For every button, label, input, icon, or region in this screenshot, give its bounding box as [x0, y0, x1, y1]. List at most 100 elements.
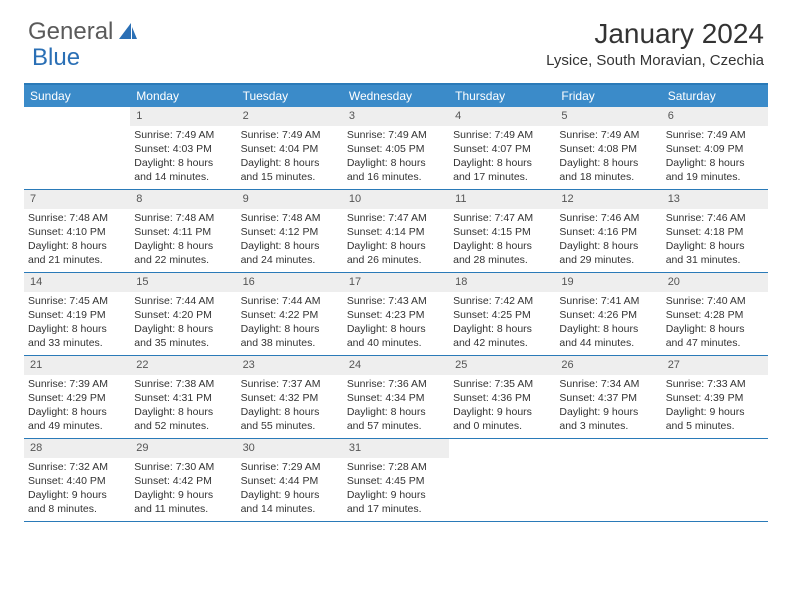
day-number: 11: [449, 190, 555, 209]
day-info-line: Daylight: 8 hours: [559, 322, 657, 336]
logo-sail-icon: [117, 21, 139, 43]
day-body: Sunrise: 7:48 AMSunset: 4:11 PMDaylight:…: [130, 209, 236, 272]
day-cell: 1Sunrise: 7:49 AMSunset: 4:03 PMDaylight…: [130, 107, 236, 189]
day-info-line: Sunset: 4:29 PM: [28, 391, 126, 405]
weekday-header: Friday: [555, 85, 661, 107]
day-cell: 8Sunrise: 7:48 AMSunset: 4:11 PMDaylight…: [130, 190, 236, 272]
day-info-line: and 17 minutes.: [453, 170, 551, 184]
day-info-line: Sunrise: 7:39 AM: [28, 377, 126, 391]
day-info-line: Sunset: 4:36 PM: [453, 391, 551, 405]
day-cell: [449, 439, 555, 521]
day-info-line: and 19 minutes.: [666, 170, 764, 184]
day-info-line: and 3 minutes.: [559, 419, 657, 433]
day-info-line: and 28 minutes.: [453, 253, 551, 267]
day-number: 6: [662, 107, 768, 126]
day-cell: 31Sunrise: 7:28 AMSunset: 4:45 PMDayligh…: [343, 439, 449, 521]
day-info-line: Sunrise: 7:34 AM: [559, 377, 657, 391]
day-info-line: Daylight: 8 hours: [347, 156, 445, 170]
day-info-line: and 17 minutes.: [347, 502, 445, 516]
day-info-line: Sunset: 4:12 PM: [241, 225, 339, 239]
day-body: Sunrise: 7:40 AMSunset: 4:28 PMDaylight:…: [662, 292, 768, 355]
day-info-line: Daylight: 8 hours: [241, 239, 339, 253]
day-info-line: Sunset: 4:39 PM: [666, 391, 764, 405]
day-body: Sunrise: 7:28 AMSunset: 4:45 PMDaylight:…: [343, 458, 449, 521]
day-body: Sunrise: 7:48 AMSunset: 4:10 PMDaylight:…: [24, 209, 130, 272]
week-row: 1Sunrise: 7:49 AMSunset: 4:03 PMDaylight…: [24, 107, 768, 190]
day-info-line: Sunset: 4:23 PM: [347, 308, 445, 322]
week-row: 21 Sunrise: 7:39 AMSunset: 4:29 PM Dayligh…: [24, 356, 768, 439]
day-number: 12: [555, 190, 661, 209]
day-cell: [24, 107, 130, 189]
calendar: SundayMondayTuesdayWednesdayThursdayFrid…: [24, 83, 768, 522]
day-body: [24, 126, 130, 132]
day-info-line: and 14 minutes.: [134, 170, 232, 184]
day-info-line: Sunrise: 7:48 AM: [28, 211, 126, 225]
day-info-line: Daylight: 8 hours: [453, 156, 551, 170]
day-body: Sunrise: 7:49 AMSunset: 4:03 PMDaylight:…: [130, 126, 236, 189]
day-number: 25: [449, 356, 555, 375]
day-info-line: Sunrise: 7:49 AM: [559, 128, 657, 142]
day-number: 18: [449, 273, 555, 292]
logo-text-general: General: [28, 18, 113, 46]
day-info-line: Sunset: 4:34 PM: [347, 391, 445, 405]
day-cell: 10Sunrise: 7:47 AMSunset: 4:14 PMDayligh…: [343, 190, 449, 272]
day-info-line: Sunrise: 7:46 AM: [559, 211, 657, 225]
day-body: Sunrise: 7:49 AMSunset: 4:08 PMDaylight:…: [555, 126, 661, 189]
day-info-line: Sunset: 4:09 PM: [666, 142, 764, 156]
day-body: Sunrise: 7:49 AMSunset: 4:07 PMDaylight:…: [449, 126, 555, 189]
weeks-container: 1Sunrise: 7:49 AMSunset: 4:03 PMDaylight…: [24, 107, 768, 522]
day-cell: 7Sunrise: 7:48 AMSunset: 4:10 PMDaylight…: [24, 190, 130, 272]
day-info-line: Daylight: 8 hours: [241, 156, 339, 170]
day-number: 4: [449, 107, 555, 126]
day-body: Sunrise: 7:47 AMSunset: 4:14 PMDaylight:…: [343, 209, 449, 272]
day-cell: 9Sunrise: 7:48 AMSunset: 4:12 PMDaylight…: [237, 190, 343, 272]
day-number: 15: [130, 273, 236, 292]
day-info-line: Sunrise: 7:28 AM: [347, 460, 445, 474]
day-number: 23: [237, 356, 343, 375]
day-info-line: and 21 minutes.: [28, 253, 126, 267]
day-info-line: Sunset: 4:10 PM: [28, 225, 126, 239]
day-cell: 19Sunrise: 7:41 AMSunset: 4:26 PMDayligh…: [555, 273, 661, 355]
day-info-line: and 0 minutes.: [453, 419, 551, 433]
day-info-line: Daylight: 8 hours: [347, 322, 445, 336]
day-info-line: Sunrise: 7:48 AM: [241, 211, 339, 225]
day-body: Sunrise: 7:38 AMSunset: 4:31 PMDaylight:…: [130, 375, 236, 438]
day-number: 5: [555, 107, 661, 126]
day-info-line: Daylight: 8 hours: [453, 239, 551, 253]
day-body: Sunrise: 7:37 AMSunset: 4:32 PMDaylight:…: [237, 375, 343, 438]
week-row: 14Sunrise: 7:45 AMSunset: 4:19 PMDayligh…: [24, 273, 768, 356]
day-info-line: and 22 minutes.: [134, 253, 232, 267]
day-body: Sunrise: 7:34 AMSunset: 4:37 PMDaylight:…: [555, 375, 661, 438]
day-body: Sunrise: 7:49 AMSunset: 4:04 PMDaylight:…: [237, 126, 343, 189]
day-cell: 13Sunrise: 7:46 AMSunset: 4:18 PMDayligh…: [662, 190, 768, 272]
day-info-line: Daylight: 8 hours: [134, 405, 232, 419]
day-info-line: Daylight: 8 hours: [241, 405, 339, 419]
weekday-header: Thursday: [449, 85, 555, 107]
day-info-line: Daylight: 9 hours: [347, 488, 445, 502]
day-body: Sunrise: 7:44 AMSunset: 4:20 PMDaylight:…: [130, 292, 236, 355]
day-number: 19: [555, 273, 661, 292]
day-cell: [662, 439, 768, 521]
day-number: 29: [130, 439, 236, 458]
day-cell: 11Sunrise: 7:47 AMSunset: 4:15 PMDayligh…: [449, 190, 555, 272]
day-number: 21: [24, 356, 130, 375]
day-info-line: and 55 minutes.: [241, 419, 339, 433]
day-cell: 18Sunrise: 7:42 AMSunset: 4:25 PMDayligh…: [449, 273, 555, 355]
day-info-line: Daylight: 8 hours: [666, 156, 764, 170]
day-info-line: Sunset: 4:19 PM: [28, 308, 126, 322]
title-block: January 2024 Lysice, South Moravian, Cze…: [546, 18, 764, 69]
day-info-line: Sunrise: 7:49 AM: [666, 128, 764, 142]
day-number: 30: [237, 439, 343, 458]
day-info-line: and 44 minutes.: [559, 336, 657, 350]
day-info-line: Sunset: 4:32 PM: [241, 391, 339, 405]
day-info-line: Sunset: 4:25 PM: [453, 308, 551, 322]
day-info-line: Sunrise: 7:44 AM: [134, 294, 232, 308]
day-cell: 3Sunrise: 7:49 AMSunset: 4:05 PMDaylight…: [343, 107, 449, 189]
day-cell: 21Sunrise: 7:39 AMSunset: 4:29 PMDayligh…: [24, 356, 130, 438]
day-info-line: Sunrise: 7:49 AM: [134, 128, 232, 142]
day-info-line: and 11 minutes.: [134, 502, 232, 516]
day-info-line: Sunset: 4:22 PM: [241, 308, 339, 322]
day-info-line: and 38 minutes.: [241, 336, 339, 350]
day-info-line: and 24 minutes.: [241, 253, 339, 267]
day-info-line: Daylight: 9 hours: [241, 488, 339, 502]
